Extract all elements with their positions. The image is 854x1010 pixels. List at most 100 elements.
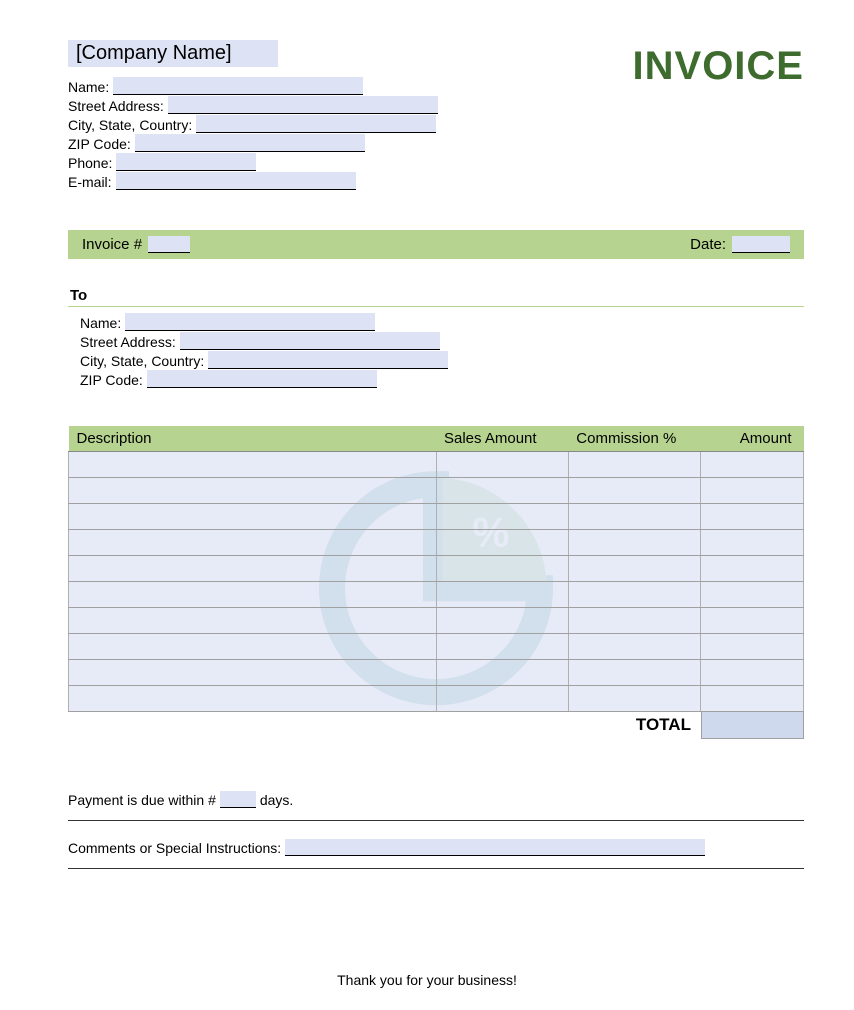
table-cell[interactable] xyxy=(69,556,437,582)
from-field-input[interactable] xyxy=(116,153,256,171)
table-cell[interactable] xyxy=(568,660,700,686)
to-field-input[interactable] xyxy=(208,351,448,369)
table-cell[interactable] xyxy=(69,504,437,530)
table-cell[interactable] xyxy=(701,582,804,608)
table-cell[interactable] xyxy=(436,608,568,634)
from-field-label: Phone: xyxy=(68,155,112,171)
table-cell[interactable] xyxy=(701,530,804,556)
from-field-row: E-mail: xyxy=(68,172,804,190)
table-row xyxy=(69,452,804,478)
from-field-label: Street Address: xyxy=(68,98,164,114)
table-row xyxy=(69,634,804,660)
invoice-date-label: Date: xyxy=(690,236,726,253)
to-field-row: City, State, Country: xyxy=(80,351,804,369)
to-field-row: ZIP Code: xyxy=(80,370,804,388)
table-cell[interactable] xyxy=(69,582,437,608)
table-cell[interactable] xyxy=(436,452,568,478)
from-field-row: Street Address: xyxy=(68,96,804,114)
to-field-input[interactable] xyxy=(147,370,377,388)
table-cell[interactable] xyxy=(701,478,804,504)
table-cell[interactable] xyxy=(436,478,568,504)
table-cell[interactable] xyxy=(568,478,700,504)
table-cell[interactable] xyxy=(701,504,804,530)
table-cell[interactable] xyxy=(568,530,700,556)
table-row xyxy=(69,556,804,582)
table-cell[interactable] xyxy=(568,608,700,634)
table-cell[interactable] xyxy=(568,556,700,582)
to-field-label: ZIP Code: xyxy=(80,372,143,388)
comments-row: Comments or Special Instructions: xyxy=(68,839,804,856)
table-cell[interactable] xyxy=(701,634,804,660)
table-cell[interactable] xyxy=(701,660,804,686)
table-cell[interactable] xyxy=(69,478,437,504)
invoice-date-field[interactable] xyxy=(732,236,790,253)
table-cell[interactable] xyxy=(701,686,804,712)
table-cell[interactable] xyxy=(69,634,437,660)
table-cell[interactable] xyxy=(69,686,437,712)
col-commission: Commission % xyxy=(568,426,700,452)
to-field-row: Name: xyxy=(80,313,804,331)
line-items-table: Description Sales Amount Commission % Am… xyxy=(68,426,804,712)
to-field-label: City, State, Country: xyxy=(80,353,204,369)
table-cell[interactable] xyxy=(69,660,437,686)
table-cell[interactable] xyxy=(436,556,568,582)
to-section: To Name: Street Address: City, State, Coun… xyxy=(68,287,804,388)
table-cell[interactable] xyxy=(568,504,700,530)
table-cell[interactable] xyxy=(568,582,700,608)
total-label: TOTAL xyxy=(636,711,701,739)
table-cell[interactable] xyxy=(69,530,437,556)
payment-section: Payment is due within # days. Comments o… xyxy=(68,791,804,869)
from-field-row: City, State, Country: xyxy=(68,115,804,133)
invoice-number-group: Invoice # xyxy=(82,236,190,253)
invoice-bar: Invoice # Date: xyxy=(68,230,804,259)
payment-suffix: days. xyxy=(260,792,293,808)
table-cell[interactable] xyxy=(436,504,568,530)
to-field-input[interactable] xyxy=(125,313,375,331)
from-field-input[interactable] xyxy=(116,172,356,190)
from-field-input[interactable] xyxy=(113,77,363,95)
col-description: Description xyxy=(69,426,437,452)
to-rule xyxy=(68,306,804,307)
table-row xyxy=(69,582,804,608)
table-cell[interactable] xyxy=(701,608,804,634)
table-cell[interactable] xyxy=(568,634,700,660)
table-cell[interactable] xyxy=(436,660,568,686)
table-cell[interactable] xyxy=(436,686,568,712)
from-field-row: Phone: xyxy=(68,153,804,171)
from-field-input[interactable] xyxy=(168,96,438,114)
table-row xyxy=(69,504,804,530)
from-field-input[interactable] xyxy=(196,115,436,133)
from-field-label: ZIP Code: xyxy=(68,136,131,152)
table-cell[interactable] xyxy=(701,452,804,478)
to-fields: Name: Street Address: City, State, Country… xyxy=(68,313,804,388)
from-field-label: City, State, Country: xyxy=(68,117,192,133)
to-field-row: Street Address: xyxy=(80,332,804,350)
table-cell[interactable] xyxy=(436,582,568,608)
to-field-input[interactable] xyxy=(180,332,440,350)
company-name-field[interactable]: [Company Name] xyxy=(68,40,278,67)
payment-rule xyxy=(68,820,804,821)
table-cell[interactable] xyxy=(436,530,568,556)
table-header-row: Description Sales Amount Commission % Am… xyxy=(69,426,804,452)
table-cell[interactable] xyxy=(69,608,437,634)
table-cell[interactable] xyxy=(436,634,568,660)
from-fields: Name:Street Address:City, State, Country… xyxy=(68,77,804,190)
comments-field[interactable] xyxy=(285,839,705,856)
from-field-input[interactable] xyxy=(135,134,365,152)
line-items-wrap: % Description Sales Amount Commission % … xyxy=(68,426,804,739)
table-cell[interactable] xyxy=(568,452,700,478)
payment-days-field[interactable] xyxy=(220,791,256,808)
table-cell[interactable] xyxy=(69,452,437,478)
table-row xyxy=(69,660,804,686)
payment-prefix: Payment is due within # xyxy=(68,792,216,808)
table-row xyxy=(69,686,804,712)
to-field-label: Name: xyxy=(80,315,121,331)
to-field-label: Street Address: xyxy=(80,334,176,350)
total-amount-field[interactable] xyxy=(701,711,804,739)
header: [Company Name] INVOICE Name:Street Addre… xyxy=(68,40,804,210)
table-cell[interactable] xyxy=(568,686,700,712)
table-cell[interactable] xyxy=(701,556,804,582)
from-field-row: ZIP Code: xyxy=(68,134,804,152)
invoice-number-field[interactable] xyxy=(148,236,190,253)
to-heading: To xyxy=(68,287,804,304)
